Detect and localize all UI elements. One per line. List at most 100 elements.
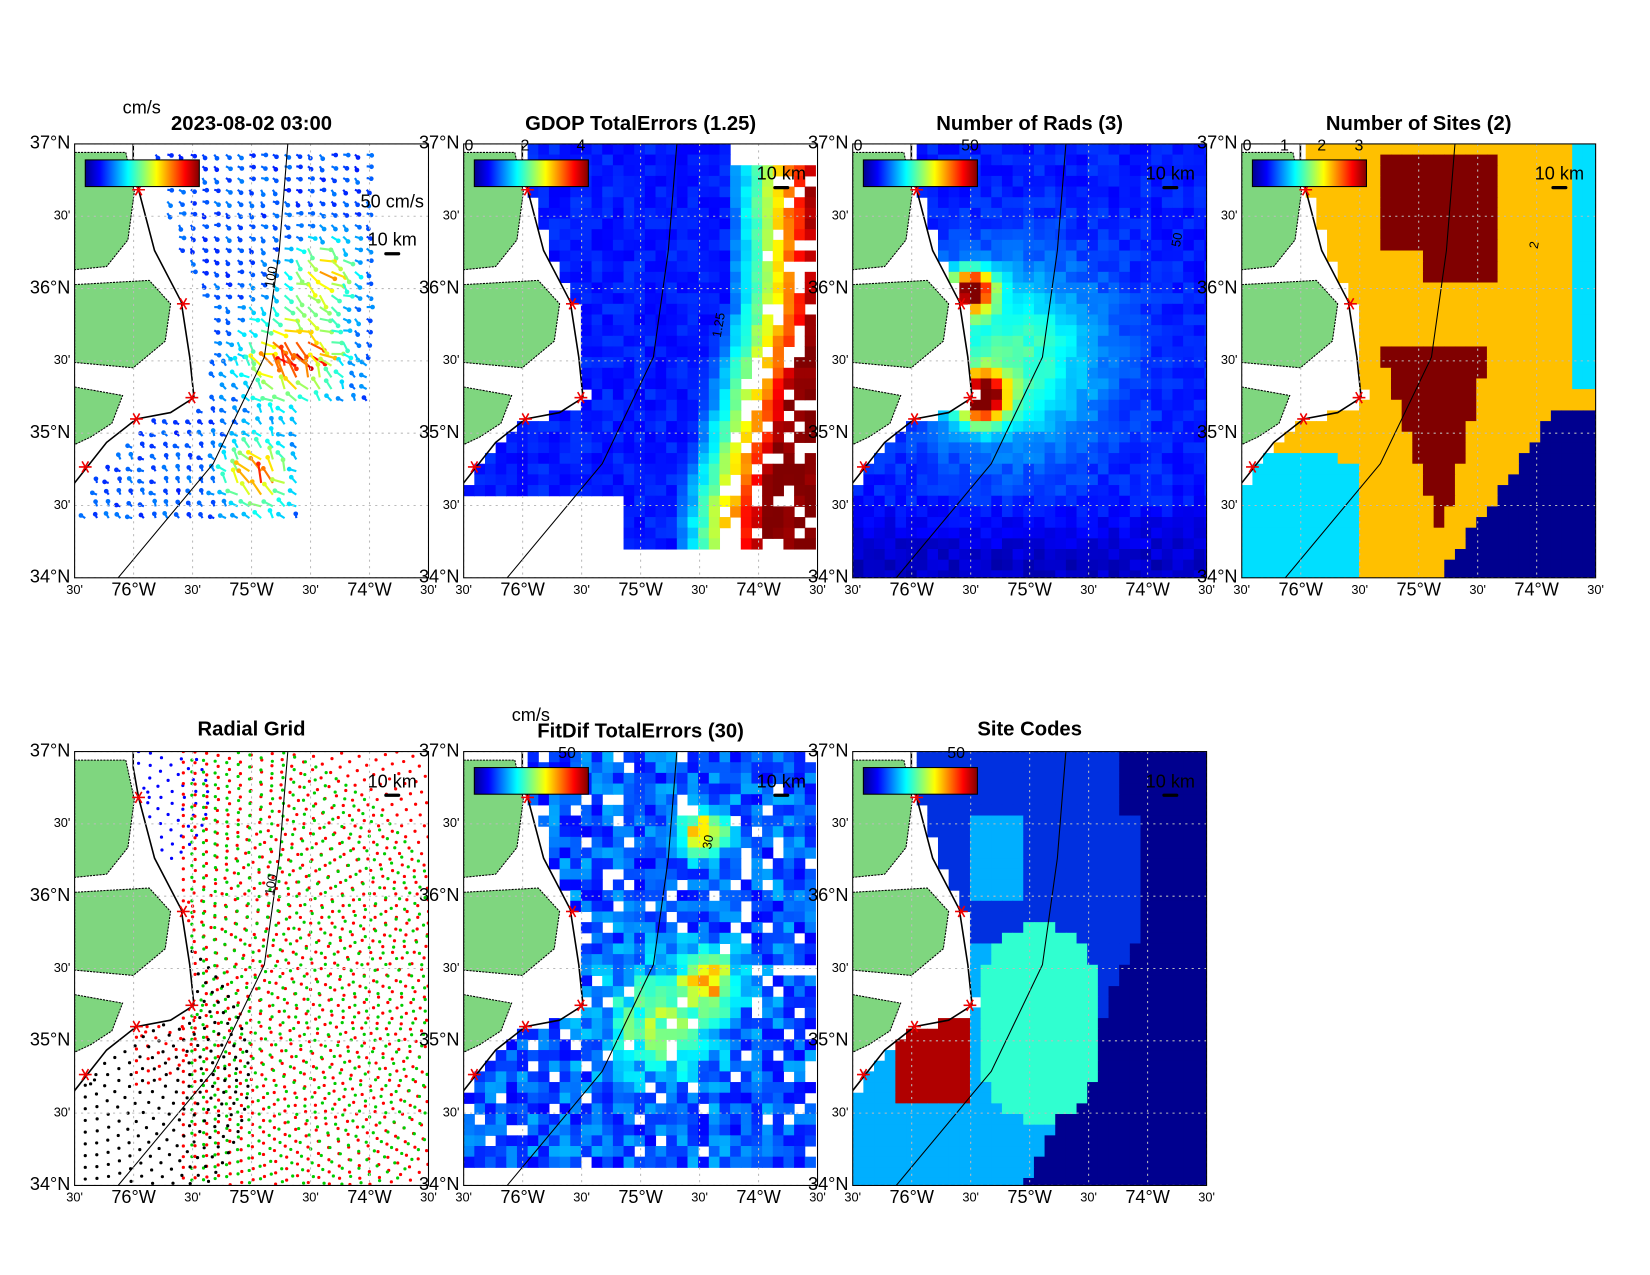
grid-cell — [655, 495, 667, 507]
grid-cell — [1529, 453, 1541, 465]
vector-head — [298, 164, 303, 170]
grid-cell — [676, 431, 689, 443]
grid-cell — [991, 559, 1003, 571]
grid-cell — [772, 442, 784, 454]
grid-cell — [698, 517, 710, 529]
grid-cell — [937, 442, 950, 454]
grid-cell — [1065, 378, 1078, 390]
radial-point — [193, 803, 197, 808]
grid-cell — [783, 378, 795, 390]
vector-head — [323, 304, 329, 310]
grid-cell — [783, 399, 795, 411]
grid-cell — [1422, 485, 1435, 497]
grid-cell — [1183, 293, 1195, 305]
grid-cell — [937, 538, 950, 550]
grid-cell — [980, 442, 992, 454]
vector-head — [93, 476, 99, 482]
grid-cell — [719, 357, 731, 369]
grid-cell — [1044, 517, 1056, 529]
grid-cell — [634, 389, 646, 401]
grid-cell — [772, 399, 784, 411]
grid-cell — [1172, 239, 1184, 252]
grid-cell — [1380, 389, 1392, 401]
vector-head — [288, 474, 294, 480]
grid-cell — [666, 335, 678, 348]
site-marker — [859, 460, 868, 473]
radial-point — [251, 860, 255, 864]
grid-cell — [991, 207, 1003, 220]
grid-cell — [1193, 367, 1205, 379]
grid-cell — [1476, 303, 1488, 316]
grid-cell — [1401, 250, 1413, 262]
grid-cell — [1454, 559, 1467, 571]
grid-cell — [548, 197, 561, 209]
grid-cell — [1023, 474, 1035, 486]
grid-cell — [1076, 421, 1088, 433]
grid-cell — [937, 517, 950, 529]
grid-cell — [1422, 474, 1435, 486]
grid-cell — [1193, 293, 1205, 305]
grid-cell — [719, 197, 731, 209]
vector-head — [172, 443, 178, 449]
vector-head — [345, 239, 351, 244]
grid-cell — [1476, 250, 1488, 262]
grid-cell — [730, 229, 742, 241]
grid-cell — [948, 239, 960, 252]
radial-point — [330, 921, 334, 925]
grid-cell — [1108, 143, 1120, 156]
grid-cell — [1087, 218, 1099, 230]
grid-cell — [1151, 186, 1163, 198]
grid-cell — [559, 239, 571, 252]
grid-cell — [676, 495, 689, 507]
radial-point — [336, 779, 341, 783]
grid-cell — [937, 506, 950, 518]
radial-point — [255, 832, 259, 836]
grid-cell — [1369, 410, 1381, 422]
vector-head — [217, 513, 223, 518]
grid-cell — [1561, 261, 1573, 273]
grid-cell — [1161, 154, 1174, 166]
radial-point — [215, 808, 219, 813]
lon-tick-label: 30' — [1080, 582, 1097, 597]
grid-cell — [1012, 527, 1024, 539]
radial-point — [226, 1006, 230, 1010]
grid-cell — [1497, 154, 1509, 166]
grid-cell — [612, 335, 625, 348]
grid-cell — [1497, 175, 1509, 188]
lon-tick-label: 75°W — [1396, 579, 1441, 599]
vector-head — [286, 234, 292, 240]
grid-cell — [1337, 410, 1349, 422]
grid-cell — [1119, 527, 1131, 539]
grid-cell — [740, 207, 752, 220]
grid-cell — [1140, 431, 1152, 443]
grid-cell — [1337, 421, 1349, 433]
grid-cell — [1327, 143, 1339, 156]
grid-cell — [794, 485, 806, 497]
radial-point — [181, 835, 185, 839]
grid-cell — [580, 378, 593, 390]
grid-cell — [1012, 271, 1024, 284]
grid-cell — [1593, 367, 1596, 379]
grid-cell — [676, 517, 689, 529]
grid-cell — [1055, 453, 1067, 465]
grid-cell — [1422, 271, 1435, 284]
grid-cell — [644, 506, 657, 518]
grid-cell — [1593, 154, 1596, 166]
grid-cell — [1348, 218, 1360, 230]
grid-cell — [1012, 570, 1024, 578]
grid-cell — [1023, 346, 1035, 358]
grid-cell — [1529, 335, 1541, 348]
grid-cell — [1497, 389, 1509, 401]
grid-cell — [1119, 303, 1131, 316]
grid-cell — [1390, 346, 1403, 358]
grid-cell — [1023, 357, 1035, 369]
current-vector — [272, 329, 287, 337]
grid-cell — [991, 282, 1003, 294]
grid-cell — [1065, 453, 1078, 465]
radial-point — [226, 813, 230, 817]
vector-head — [287, 212, 292, 218]
radial-point — [352, 909, 356, 914]
grid-cell — [1097, 549, 1110, 561]
grid-cell — [1380, 175, 1392, 188]
radial-point — [205, 1035, 209, 1039]
